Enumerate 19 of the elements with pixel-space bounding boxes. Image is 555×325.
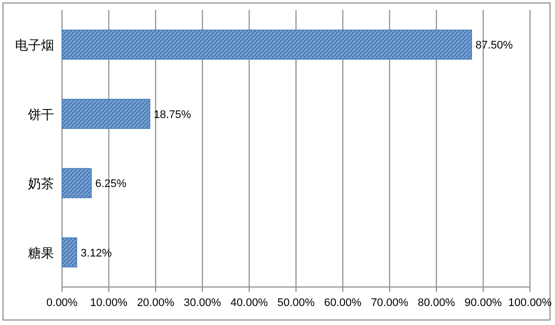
x-tick-label: 70.00% <box>370 297 408 309</box>
x-tick-label: 100.00% <box>508 297 552 309</box>
x-tick-label: 30.00% <box>184 297 222 309</box>
data-label: 6.25% <box>95 178 127 190</box>
y-tick-label: 饼干 <box>27 106 54 122</box>
data-label: 87.50% <box>476 40 514 52</box>
x-tick-label: 80.00% <box>418 297 456 309</box>
x-tick-label: 10.00% <box>90 297 128 309</box>
y-tick-label: 糖果 <box>28 245 54 260</box>
x-tick-label: 60.00% <box>324 297 362 309</box>
y-tick-label: 电子烟 <box>15 38 54 53</box>
data-label: 18.75% <box>154 108 192 121</box>
data-label: 3.12% <box>80 247 112 260</box>
x-tick-label: 20.00% <box>136 297 174 309</box>
x-tick-label: 50.00% <box>277 297 315 309</box>
y-tick-label: 奶茶 <box>28 176 54 192</box>
x-tick-label: 0.00% <box>46 297 78 309</box>
x-tick-label: 40.00% <box>230 297 268 309</box>
x-tick-label: 90.00% <box>464 297 502 309</box>
